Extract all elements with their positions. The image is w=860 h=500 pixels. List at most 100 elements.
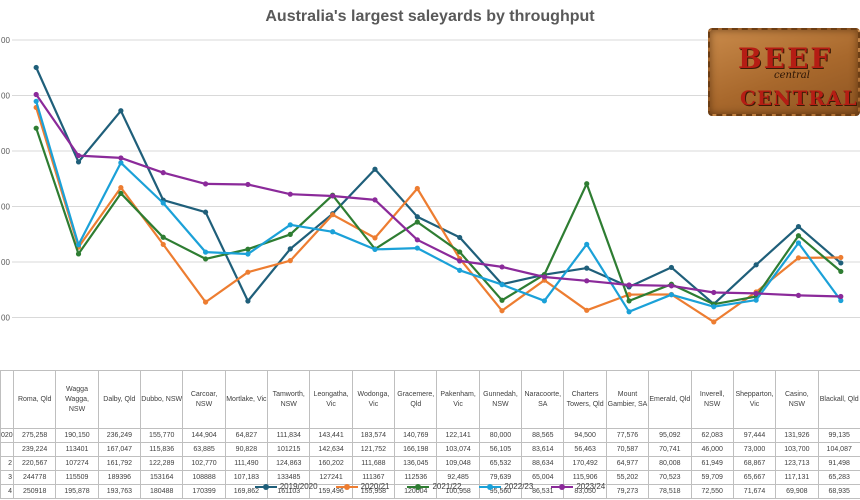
data-point — [160, 241, 166, 248]
table-cell: 250918 — [12, 484, 57, 499]
table-cell: 83,614 — [521, 442, 565, 457]
data-point — [838, 254, 844, 261]
data-point — [245, 269, 251, 275]
data-point — [499, 297, 505, 303]
data-point — [795, 233, 802, 239]
table-row: 2 220,567 107274 161,792 122,289 102,770 111,4… — [0, 456, 860, 471]
table-cell: 71,674 — [732, 484, 777, 499]
table-row-label: 2 — [0, 456, 14, 471]
data-point — [668, 264, 675, 271]
data-point — [202, 249, 209, 255]
data-point — [499, 282, 505, 288]
table-row: 239,224 113401 167,047 115,836 63,885 90,828 1… — [0, 442, 860, 457]
data-point — [118, 190, 124, 197]
series-line — [35, 107, 841, 323]
series-line — [35, 127, 842, 306]
data-point — [118, 160, 124, 166]
data-point — [414, 214, 420, 220]
data-point — [838, 260, 844, 266]
data-point — [75, 251, 82, 257]
table-cell: 236,249 — [97, 428, 142, 443]
table-cell: 143,441 — [309, 428, 353, 443]
table-column-header: Gracemere, Qld — [394, 370, 438, 429]
table-column-header: Gunnedah, NSW — [478, 370, 523, 429]
y-tick-label: 00 — [1, 314, 10, 323]
table-cell: 111,490 — [224, 456, 269, 471]
table-cell: 101215 — [267, 442, 311, 457]
data-point — [753, 297, 759, 303]
table-cell: 144,904 — [182, 428, 226, 443]
beef-central-logo: BEEF central CENTRAL — [708, 28, 860, 116]
table-cell: 61,949 — [690, 456, 734, 471]
data-point — [33, 125, 39, 131]
table-column-header: Wagga Wagga, NSW — [55, 370, 99, 429]
table-column-header: Emerald, Qld — [648, 370, 692, 429]
table-cell: 102,770 — [182, 456, 226, 471]
data-point — [160, 234, 166, 240]
y-tick-label: 00 — [1, 92, 10, 101]
table-row-label: 020 — [0, 428, 14, 443]
table-column-header: Casino, NSW — [775, 370, 819, 429]
data-point — [75, 152, 82, 159]
table-column-header: Leongatha, Vic — [309, 370, 353, 429]
data-point — [626, 309, 632, 315]
data-point — [118, 184, 124, 191]
table-cell: 122,141 — [436, 428, 480, 443]
table-cell: 70,741 — [648, 442, 692, 457]
data-point — [372, 166, 378, 172]
data-point — [668, 283, 675, 289]
data-table: Roma, Qld Wagga Wagga, NSW Dalby, Qld Dubbo… — [0, 370, 860, 499]
data-point — [372, 197, 378, 203]
data-point — [75, 159, 82, 165]
data-point — [372, 235, 378, 241]
data-point — [287, 258, 293, 264]
data-point — [330, 193, 336, 199]
table-cell: 131,926 — [775, 428, 819, 443]
series-4 — [33, 91, 844, 300]
y-tick-label: 00 — [1, 36, 10, 45]
table-cell: 73,000 — [732, 442, 777, 457]
data-point — [457, 249, 463, 255]
table-cell: 103,074 — [436, 442, 480, 457]
data-point — [753, 290, 759, 297]
table-cell: 91,498 — [817, 456, 860, 471]
data-point — [118, 108, 124, 114]
table-row-label — [0, 442, 14, 457]
data-point — [414, 245, 420, 251]
table-cell: 123,713 — [775, 456, 819, 471]
data-point — [330, 212, 336, 218]
table-column-header: Shepparton, Vic — [732, 370, 777, 429]
table-cell: 183,574 — [351, 428, 396, 443]
data-point — [541, 274, 547, 280]
table-cell: 88,565 — [521, 428, 565, 443]
data-point — [584, 278, 590, 284]
legend-item: 2022/23 — [479, 482, 533, 491]
table-cell: 160,202 — [309, 456, 353, 471]
table-cell: 111,688 — [351, 456, 396, 471]
table-cell: 80,000 — [478, 428, 523, 443]
data-point — [668, 292, 675, 298]
table-cell: 121,752 — [351, 442, 396, 457]
data-point — [499, 308, 505, 314]
table-cell: 275,258 — [12, 428, 57, 443]
table-cell: 140,769 — [394, 428, 438, 443]
legend-swatch — [479, 483, 502, 490]
data-point — [584, 307, 590, 313]
legend-item: 2023/24 — [551, 482, 605, 491]
data-point — [245, 251, 251, 257]
data-point — [287, 231, 293, 238]
table-cell: 56,463 — [563, 442, 607, 457]
series-lines — [33, 64, 844, 325]
table-column-header: Blackall, Qld — [817, 370, 860, 429]
table-cell: 46,000 — [690, 442, 734, 457]
table-cell: 77,576 — [605, 428, 650, 443]
table-cell: 103,700 — [775, 442, 819, 457]
table-cell: 107274 — [55, 456, 99, 471]
legend-item: 2019/2020 — [254, 482, 318, 491]
y-tick-label: 00 — [1, 203, 10, 212]
table-cell: 142,634 — [309, 442, 353, 457]
table-cell: 169,862 — [224, 484, 269, 499]
table-column-header: Charters Towers, Qld — [563, 370, 607, 429]
data-point — [711, 319, 717, 325]
legend-swatch — [254, 483, 277, 490]
